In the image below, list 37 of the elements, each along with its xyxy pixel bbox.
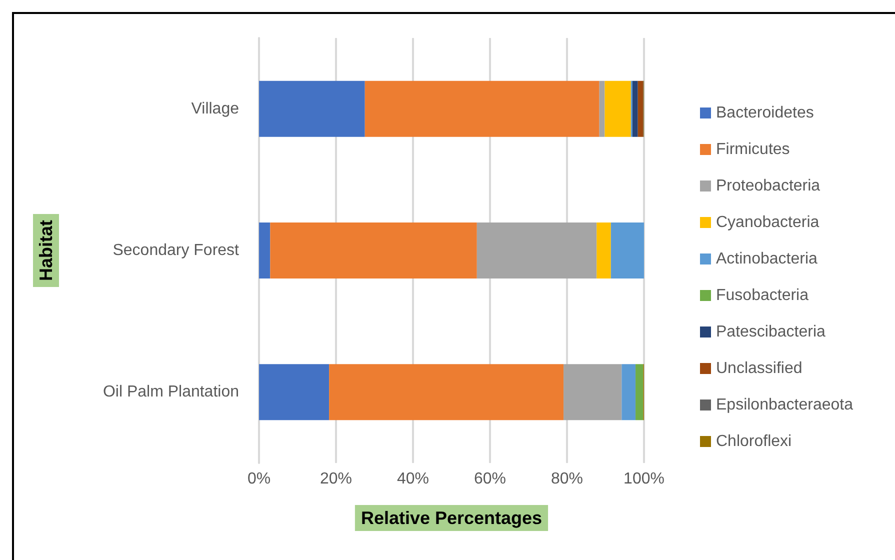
bar xyxy=(636,364,644,420)
y-tick-label: Secondary Forest xyxy=(112,242,240,259)
bar xyxy=(270,222,477,278)
bar xyxy=(604,80,631,137)
bar xyxy=(329,364,564,420)
legend-label: Proteobacteria xyxy=(716,178,820,194)
bar xyxy=(596,222,611,278)
bar xyxy=(364,80,600,137)
bar xyxy=(259,80,365,137)
bar xyxy=(632,80,638,137)
y-axis-title: Habitat xyxy=(36,220,56,282)
x-axis-title: Relative Percentages xyxy=(360,508,542,528)
legend-label: Fusobacteria xyxy=(716,287,809,304)
legend-label: Chloroflexi xyxy=(716,433,792,450)
bar xyxy=(564,364,622,420)
x-tick-label: 40% xyxy=(396,470,430,488)
y-tick-label: Oil Palm Plantation xyxy=(102,384,239,401)
legend-label: Cyanobacteria xyxy=(716,214,820,231)
y-tick-label: Village xyxy=(191,100,240,118)
x-tick-label: 60% xyxy=(474,470,506,488)
bar xyxy=(259,364,330,420)
legend-label: Firmicutes xyxy=(716,141,790,158)
bar xyxy=(599,80,605,137)
bar xyxy=(259,222,270,278)
bar xyxy=(476,222,597,278)
x-tick-label: 80% xyxy=(550,470,584,488)
bar xyxy=(638,80,644,137)
legend-label: Patescibacteria xyxy=(716,324,826,340)
bar xyxy=(622,364,636,420)
legend-label: Epsilonbacteraeota xyxy=(716,396,854,414)
legend-label: Unclassified xyxy=(716,360,802,377)
legend-label: Bacteroidetes xyxy=(716,104,814,122)
bar xyxy=(610,222,644,278)
legend-label: Actinobacteria xyxy=(716,250,818,268)
x-tick-label: 20% xyxy=(320,470,352,488)
x-tick-label: 0% xyxy=(247,470,271,488)
x-tick-label: 100% xyxy=(624,470,664,488)
